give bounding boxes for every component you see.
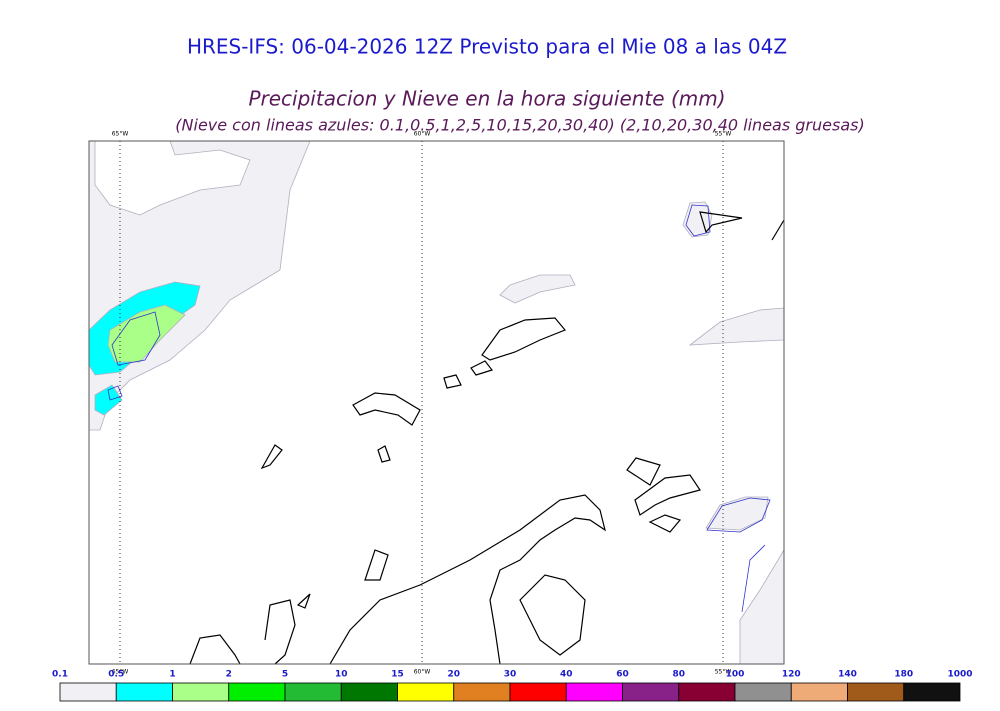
snow-contour: [741, 544, 766, 613]
coastline: [189, 634, 241, 665]
map-frame: [88, 140, 785, 665]
colorbar-label: 0.1: [52, 670, 68, 680]
precip-cyan: [94, 384, 123, 416]
colorbar-label: 60: [616, 670, 629, 680]
snow-contour: [685, 204, 711, 237]
coastline: [519, 574, 586, 656]
coastline: [296, 593, 311, 609]
colorbar-swatch: [622, 682, 680, 702]
coastline: [443, 374, 462, 389]
snow-contour: [107, 385, 123, 401]
colorbar-swatch: [509, 682, 567, 702]
colorbar-label: 80: [672, 670, 685, 680]
colorbar-label: 180: [894, 670, 913, 680]
colorbar-swatch: [397, 682, 455, 702]
coastline: [329, 494, 606, 665]
precip-area: [705, 496, 769, 531]
colorbar-swatch: [172, 682, 230, 702]
meridian-label: 55°W: [715, 669, 732, 676]
title: HRES-IFS: 06-04-2026 12Z Previsto para e…: [187, 35, 787, 59]
subtitle: Precipitacion y Nieve en la hora siguien…: [248, 87, 725, 111]
colorbar-label: 120: [782, 670, 801, 680]
colorbar-swatch: [284, 682, 342, 702]
precip-green: [107, 304, 186, 363]
coastline: [699, 211, 743, 234]
dry-area: [94, 140, 251, 216]
colorbar-swatch: [565, 682, 623, 702]
meridian-label: 60°W: [414, 669, 431, 676]
colorbar-swatch: [340, 682, 398, 702]
colorbar-swatch: [115, 682, 173, 702]
colorbar-label: 10: [335, 670, 348, 680]
coastline: [771, 219, 785, 241]
colorbar: 0.1 0.5 1 2 5 10 15 20 30 40 60 80 100 120 140 180 1000: [52, 670, 973, 702]
colorbar-label: 15: [391, 670, 404, 680]
colorbar-swatch: [59, 682, 117, 702]
meridian-label: 55°W: [715, 131, 732, 138]
colorbar-swatch: [734, 682, 792, 702]
coastline: [264, 599, 296, 665]
coastline: [481, 317, 566, 361]
coastline: [626, 457, 661, 486]
coastline: [364, 549, 389, 581]
colorbar-swatch: [903, 682, 961, 702]
colorbar-label: 140: [838, 670, 857, 680]
snow-contour: [111, 311, 161, 366]
precip-area: [499, 274, 576, 304]
colorbar-swatch: [453, 682, 511, 702]
colorbar-label: 40: [560, 670, 573, 680]
coastline: [648, 514, 682, 533]
note: (Nieve con lineas azules: 0.1,0.5,1,2,5,…: [175, 116, 864, 135]
snow-contour: [706, 497, 771, 533]
meridian-label: 65°W: [112, 669, 129, 676]
colorbar-label: 30: [504, 670, 517, 680]
colorbar-swatch: [228, 682, 286, 702]
colorbar-swatch: [678, 682, 736, 702]
map: 65°W 60°W 55°W 65°W 60°W 55°W: [88, 131, 785, 676]
colorbar-label: 1000: [947, 670, 972, 680]
colorbar-swatch: [847, 682, 905, 702]
meridian-label: 65°W: [112, 131, 129, 138]
colorbar-label: 100: [726, 670, 745, 680]
meridian-label: 60°W: [414, 131, 431, 138]
coastline: [377, 445, 391, 463]
colorbar-swatch: [790, 682, 848, 702]
colorbar-label: 0.5: [108, 670, 124, 680]
colorbar-label: 1: [169, 670, 175, 680]
coastline: [260, 444, 283, 470]
colorbar-label: 20: [447, 670, 460, 680]
coastline: [634, 474, 701, 516]
coastline: [470, 360, 494, 376]
colorbar-label: 5: [282, 670, 288, 680]
coastline: [352, 392, 421, 426]
colorbar-label: 2: [226, 670, 232, 680]
